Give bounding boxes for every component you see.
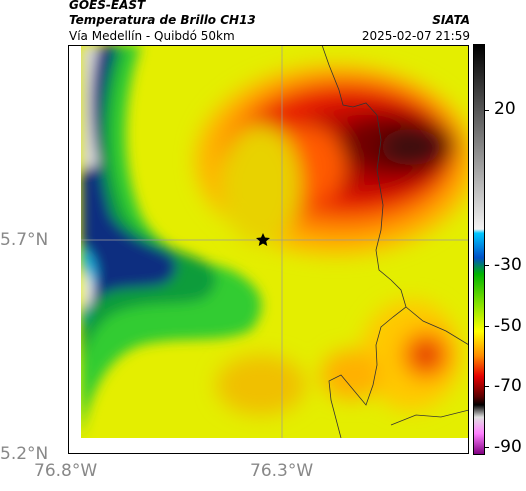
boundary-line: [405, 306, 469, 346]
colorbar-tick: [485, 110, 489, 111]
colorbar-frame: [473, 44, 485, 455]
boundary-line: [390, 409, 469, 426]
colorbar-tick: [485, 447, 489, 448]
colorbar-label: 20: [494, 99, 516, 119]
boundary-line: [321, 45, 407, 438]
map-frame: [68, 45, 469, 454]
channel-title: Temperatura de Brillo CH13: [69, 13, 256, 27]
lat-label: 5.2°N: [0, 444, 49, 464]
timestamp-label: 2025-02-07 21:59: [361, 29, 470, 43]
colorbar-tick: [485, 326, 489, 327]
colorbar: [474, 45, 484, 454]
star-icon: [256, 233, 270, 246]
colorbar-tick: [485, 386, 489, 387]
lon-label: 76.8°W: [34, 461, 98, 481]
colorbar-label: -90: [494, 437, 522, 457]
lon-label: 76.3°W: [250, 461, 314, 481]
colorbar-tick: [485, 265, 489, 266]
colorbar-label: -50: [494, 316, 522, 336]
region-subtitle: Vía Medellín - Quibdó 50km: [69, 29, 235, 43]
lat-label: 5.7°N: [0, 230, 49, 250]
brightness-temperature-map: [81, 45, 469, 438]
product-title: GOES-EAST: [69, 0, 146, 12]
colorbar-label: -30: [494, 255, 522, 275]
colorbar-label: -70: [494, 376, 522, 396]
organization-label: SIATA: [432, 13, 470, 27]
